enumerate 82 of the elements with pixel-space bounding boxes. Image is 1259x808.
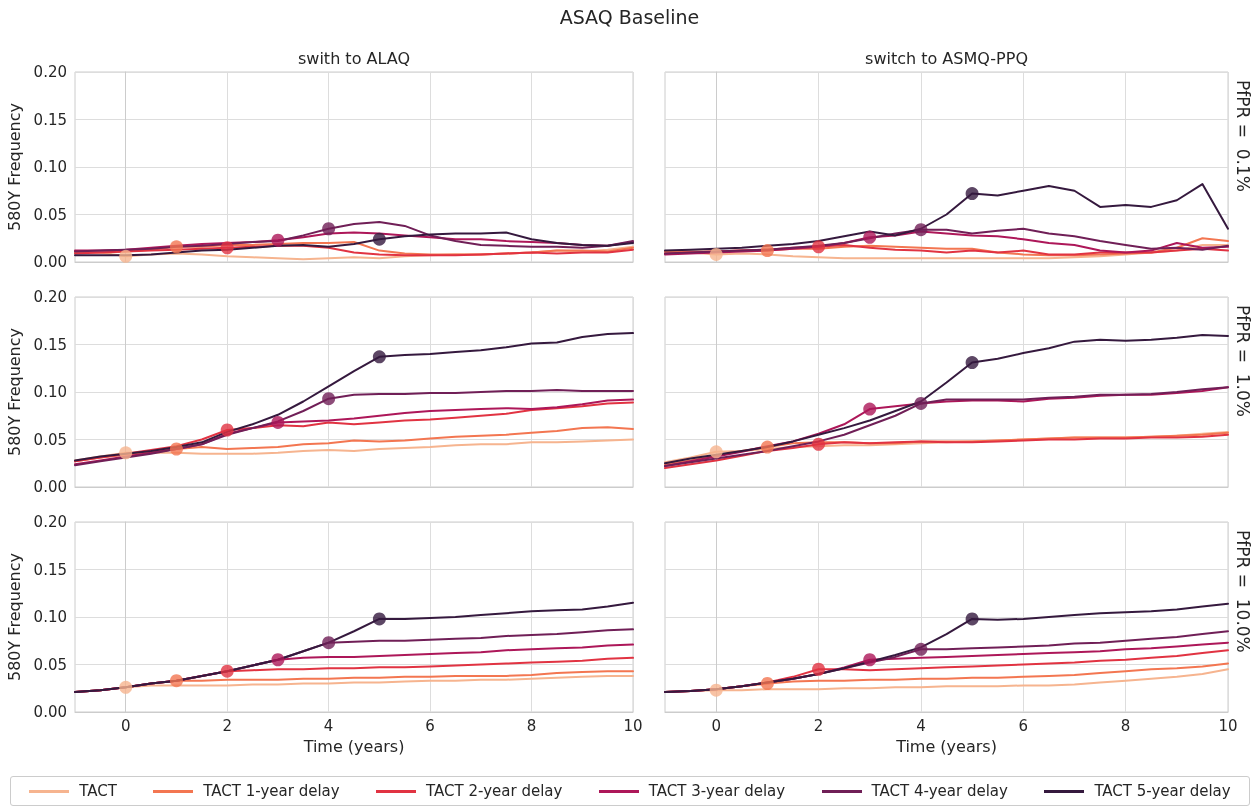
y-tick-label: 0.10 xyxy=(33,158,67,176)
y-tick-label: 0.00 xyxy=(33,703,67,721)
y-axis-title: 580Y Frequency xyxy=(5,102,25,232)
point xyxy=(965,356,979,370)
point xyxy=(220,241,234,255)
point xyxy=(372,350,386,364)
point xyxy=(271,653,285,667)
x-axis-title: Time (years) xyxy=(895,736,997,756)
point xyxy=(965,187,979,201)
point xyxy=(372,612,386,626)
y-tick-label: 0.15 xyxy=(33,110,67,129)
x-tick-label: 2 xyxy=(222,716,232,735)
text: PfPR = 1.0% xyxy=(1232,305,1253,417)
y-tick-label: 0.00 xyxy=(33,253,67,271)
x-tick-label: 8 xyxy=(526,716,537,735)
x-tick-label: 4 xyxy=(916,716,926,735)
y-tick-label: 0.20 xyxy=(33,63,67,81)
y-tick-label: 0.20 xyxy=(33,288,67,306)
legend-label: TACT xyxy=(79,782,117,800)
y-tick-label: 0.00 xyxy=(33,478,67,496)
x-tick-label: 0 xyxy=(120,716,131,735)
point xyxy=(914,642,928,656)
point xyxy=(169,674,183,688)
point xyxy=(812,437,826,451)
text: PfPR = 10.0% xyxy=(1232,530,1253,653)
x-tick-label: 10 xyxy=(1218,716,1238,735)
point xyxy=(760,244,774,258)
legend-label: TACT 1-year delay xyxy=(203,782,340,800)
point xyxy=(322,636,336,650)
y-tick-label: 0.10 xyxy=(33,383,67,401)
x-tick-label: 10 xyxy=(623,716,643,735)
y-tick-label: 0.20 xyxy=(33,513,67,531)
x-axis-title: Time (years) xyxy=(302,736,405,756)
point xyxy=(709,445,723,459)
chart-subtitle: swith to ALAQ xyxy=(298,48,410,68)
x-tick-label: 0 xyxy=(711,716,721,735)
point xyxy=(709,683,723,697)
y-axis-title: 580Y Frequency xyxy=(5,327,25,457)
y-tick-label: 0.15 xyxy=(33,335,67,354)
point xyxy=(760,440,774,454)
point xyxy=(322,222,336,236)
point xyxy=(760,677,774,690)
legend-label: TACT 5-year delay xyxy=(1094,782,1231,800)
y-tick-label: 0.05 xyxy=(33,430,67,449)
point xyxy=(119,680,133,694)
y-axis-title: 580Y Frequency xyxy=(5,552,25,682)
x-tick-label: 8 xyxy=(1120,716,1131,735)
point xyxy=(812,662,826,676)
point xyxy=(220,423,234,437)
point xyxy=(119,446,133,460)
chart-title: ASAQ Baseline xyxy=(558,6,701,28)
y-tick-label: 0.15 xyxy=(33,560,67,579)
point xyxy=(119,249,133,263)
y-tick-label: 0.10 xyxy=(33,608,67,626)
point xyxy=(863,230,877,244)
legend-label: TACT 4-year delay xyxy=(871,782,1008,800)
point xyxy=(271,415,285,429)
chart-subtitle: switch to ASMQ-PPQ xyxy=(865,48,1028,68)
point xyxy=(169,442,183,456)
x-tick-label: 2 xyxy=(813,716,824,735)
line-series xyxy=(74,601,634,694)
x-tick-label: 6 xyxy=(425,716,435,735)
legend-label: TACT 3-year delay xyxy=(648,782,786,800)
point xyxy=(169,240,183,254)
point xyxy=(863,653,877,667)
legend-label: TACT 2-year delay xyxy=(426,782,563,800)
y-tick-label: 0.05 xyxy=(33,205,67,224)
point xyxy=(914,396,928,410)
point xyxy=(220,664,234,678)
y-tick-label: 0.05 xyxy=(33,655,67,674)
point xyxy=(709,247,723,261)
text: PfPR = 0.1% xyxy=(1232,80,1253,192)
x-tick-label: 6 xyxy=(1018,716,1029,735)
line-series xyxy=(74,332,634,462)
x-tick-label: 4 xyxy=(323,716,334,735)
point xyxy=(965,612,979,626)
point xyxy=(812,240,826,254)
point xyxy=(914,223,928,237)
point xyxy=(271,233,285,247)
point xyxy=(372,232,386,246)
point xyxy=(322,392,336,406)
point xyxy=(863,402,877,416)
